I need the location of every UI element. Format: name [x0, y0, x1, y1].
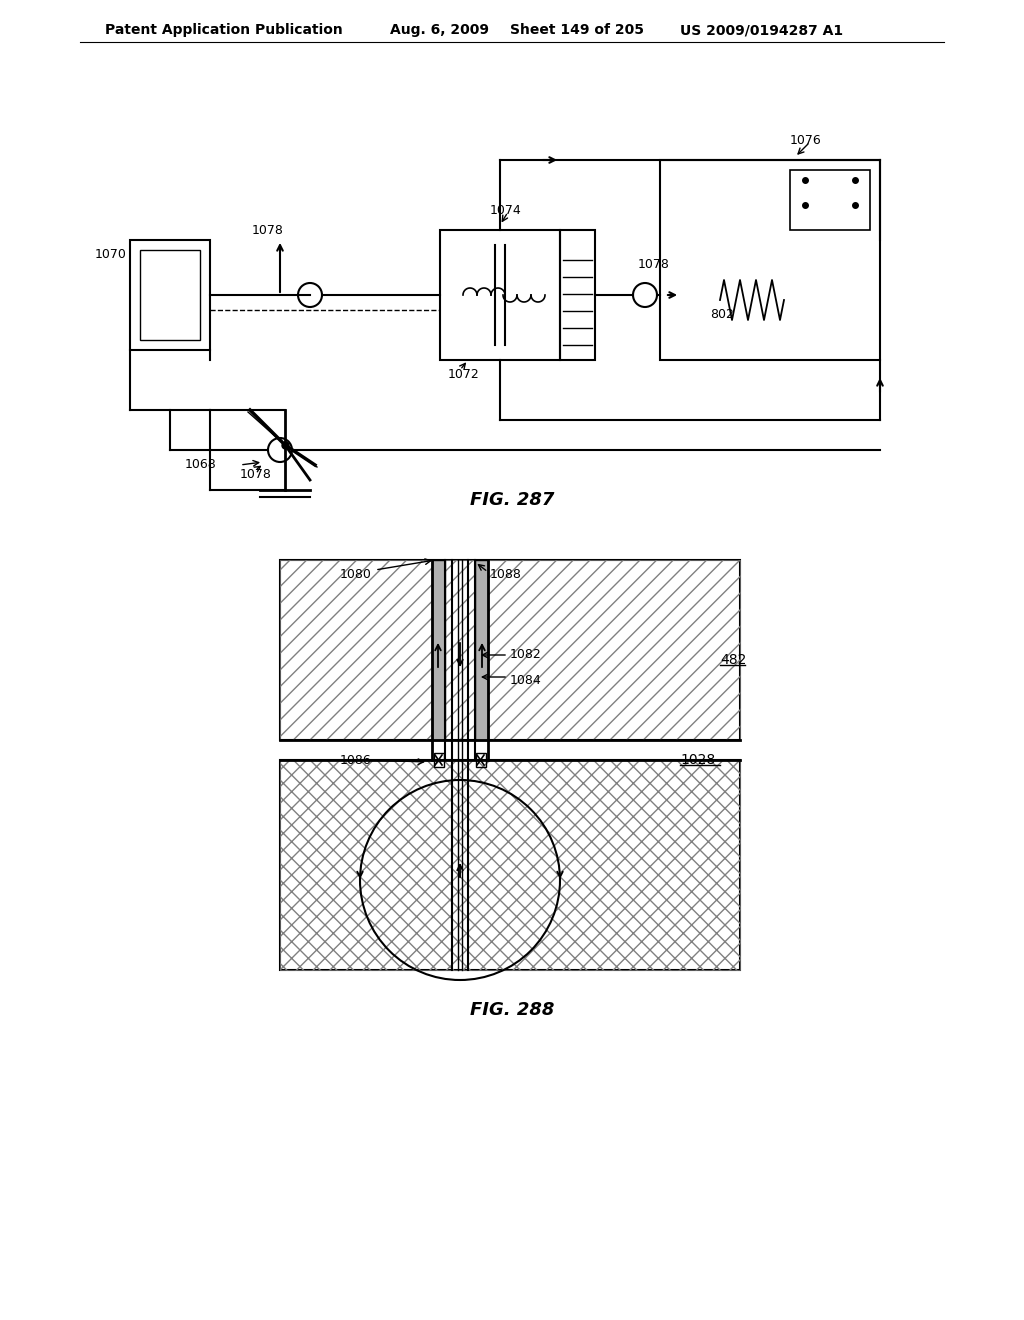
Text: 1028: 1028 — [680, 752, 715, 767]
Text: 1078: 1078 — [252, 223, 284, 236]
Text: 1070: 1070 — [95, 248, 127, 261]
Text: 1078: 1078 — [240, 469, 272, 482]
Text: Aug. 6, 2009: Aug. 6, 2009 — [390, 22, 489, 37]
Text: Patent Application Publication: Patent Application Publication — [105, 22, 343, 37]
Text: 1082: 1082 — [510, 648, 542, 661]
Bar — [660, 160, 880, 360]
Bar — [560, 230, 595, 360]
Bar — [280, 760, 740, 970]
Text: 1084: 1084 — [510, 673, 542, 686]
Bar — [140, 249, 200, 341]
Text: FIG. 288: FIG. 288 — [470, 1001, 554, 1019]
Text: 1086: 1086 — [340, 754, 372, 767]
Bar — [280, 560, 740, 741]
Text: 1068: 1068 — [185, 458, 217, 471]
Bar — [280, 760, 740, 970]
Bar — [130, 240, 210, 350]
Text: Sheet 149 of 205: Sheet 149 of 205 — [510, 22, 644, 37]
Text: FIG. 287: FIG. 287 — [470, 491, 554, 510]
Bar — [790, 170, 870, 230]
Text: US 2009/0194287 A1: US 2009/0194287 A1 — [680, 22, 843, 37]
Bar — [475, 560, 488, 741]
Bar — [476, 752, 486, 767]
Bar — [280, 560, 740, 741]
Text: 482: 482 — [720, 653, 746, 667]
Text: 1080: 1080 — [340, 569, 372, 582]
Bar — [434, 752, 444, 767]
Text: 1072: 1072 — [449, 368, 480, 381]
Text: 1088: 1088 — [490, 569, 522, 582]
Text: 1074: 1074 — [490, 203, 522, 216]
Bar — [440, 230, 560, 360]
Text: 1078: 1078 — [638, 259, 670, 272]
Text: 1076: 1076 — [790, 133, 821, 147]
Text: 802: 802 — [710, 309, 734, 322]
Bar — [432, 560, 445, 741]
